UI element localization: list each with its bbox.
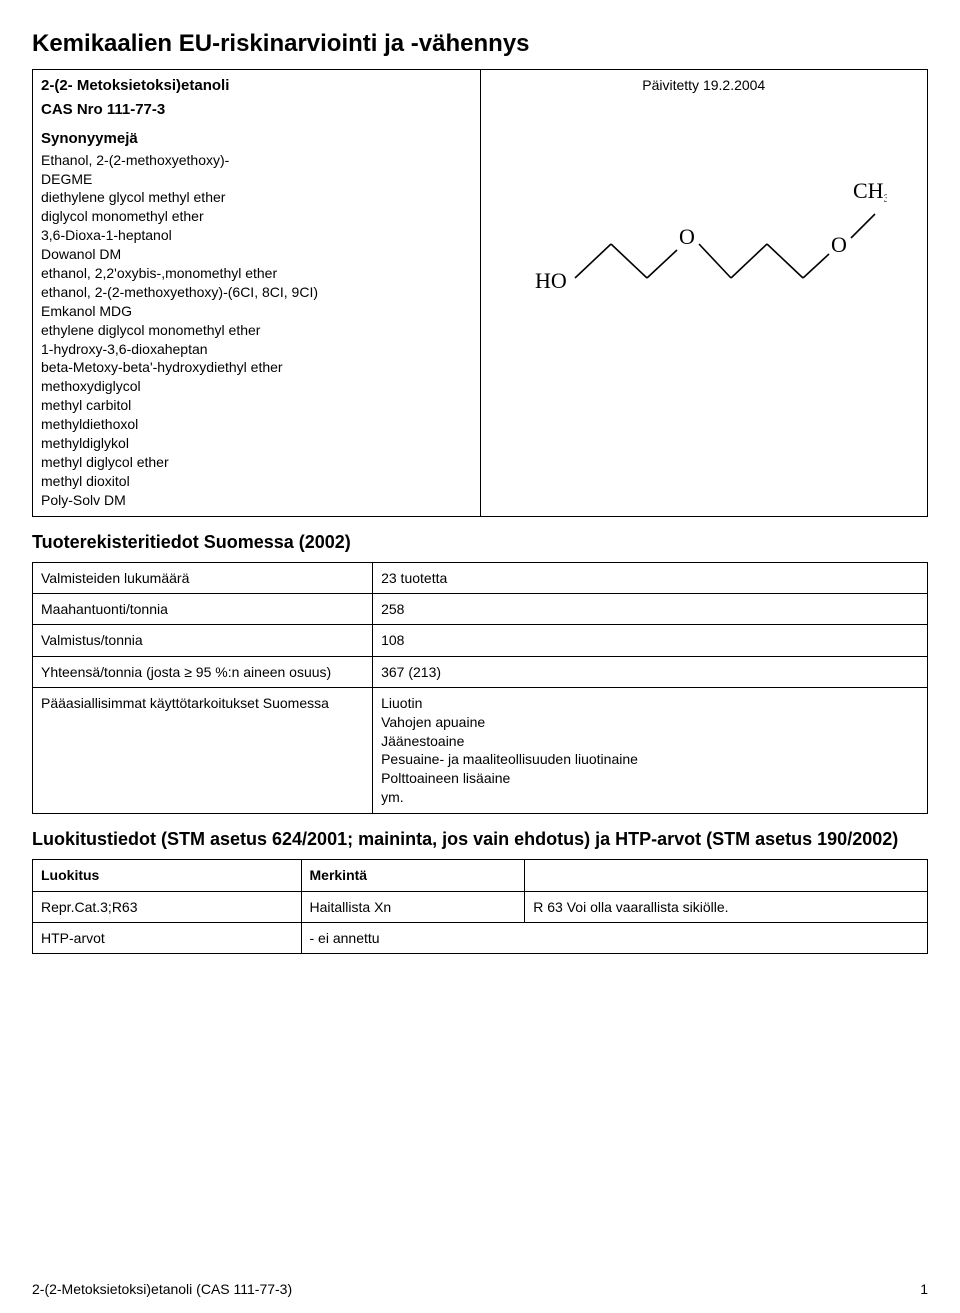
svg-text:O: O bbox=[831, 232, 847, 257]
synonym-item: Emkanol MDG bbox=[41, 302, 472, 321]
row-value: 23 tuotetta bbox=[373, 563, 928, 594]
synonym-item: diglycol monomethyl ether bbox=[41, 207, 472, 226]
synonyms-list: Ethanol, 2-(2-methoxyethoxy)-DEGMEdiethy… bbox=[41, 151, 472, 510]
synonym-item: ethylene diglycol monomethyl ether bbox=[41, 321, 472, 340]
svg-text:CH3: CH3 bbox=[853, 178, 887, 205]
classification-cell: Repr.Cat.3;R63 bbox=[33, 891, 302, 922]
cas-number: CAS Nro 111-77-3 bbox=[41, 100, 472, 120]
use-line: Pesuaine- ja maaliteollisuuden liuotinai… bbox=[381, 750, 919, 769]
col-header: Merkintä bbox=[301, 860, 525, 891]
synonym-item: diethylene glycol methyl ether bbox=[41, 188, 472, 207]
use-line: ym. bbox=[381, 788, 919, 807]
synonym-item: methyl diglycol ether bbox=[41, 453, 472, 472]
row-label: Valmistus/tonnia bbox=[33, 625, 373, 656]
synonym-item: ethanol, 2,2'oxybis-,monomethyl ether bbox=[41, 264, 472, 283]
synonym-item: methyl carbitol bbox=[41, 396, 472, 415]
marking-cell: Haitallista Xn bbox=[301, 891, 525, 922]
section3-table: Luokitus Merkintä Repr.Cat.3;R63 Haitall… bbox=[32, 859, 928, 954]
row-value: 367 (213) bbox=[373, 656, 928, 687]
updated-date: Päivitetty 19.2.2004 bbox=[489, 76, 920, 94]
uses-value: LiuotinVahojen apuaineJäänestoainePesuai… bbox=[373, 687, 928, 813]
molecule-structure: HO O O CH3 bbox=[489, 94, 920, 284]
synonym-item: Poly-Solv DM bbox=[41, 491, 472, 510]
footer-left: 2-(2-Metoksietoksi)etanoli (CAS 111-77-3… bbox=[32, 1280, 292, 1298]
row-label: Valmisteiden lukumäärä bbox=[33, 563, 373, 594]
section2-table: Valmisteiden lukumäärä 23 tuotetta Maaha… bbox=[32, 562, 928, 814]
section3-title: Luokitustiedot (STM asetus 624/2001; mai… bbox=[32, 828, 928, 851]
synonyms-heading: Synonyymejä bbox=[41, 129, 472, 149]
row-label: Maahantuonti/tonnia bbox=[33, 594, 373, 625]
section2-title: Tuoterekisteritiedot Suomessa (2002) bbox=[32, 531, 928, 554]
use-line: Vahojen apuaine bbox=[381, 713, 919, 732]
synonym-item: ethanol, 2-(2-methoxyethoxy)-(6CI, 8CI, … bbox=[41, 283, 472, 302]
svg-text:HO: HO bbox=[535, 268, 567, 293]
compound-name: 2-(2- Metoksietoksi)etanoli bbox=[41, 76, 472, 96]
marking-cell: - ei annettu bbox=[301, 922, 928, 953]
classification-cell: HTP-arvot bbox=[33, 922, 302, 953]
synonym-item: beta-Metoxy-beta'-hydroxydiethyl ether bbox=[41, 358, 472, 377]
row-value: 258 bbox=[373, 594, 928, 625]
synonym-item: methyldiethoxol bbox=[41, 415, 472, 434]
synonym-item: 1-hydroxy-3,6-dioxaheptan bbox=[41, 340, 472, 359]
synonym-item: Dowanol DM bbox=[41, 245, 472, 264]
use-line: Polttoaineen lisäaine bbox=[381, 769, 919, 788]
footer-page-number: 1 bbox=[920, 1280, 928, 1298]
use-line: Jäänestoaine bbox=[381, 732, 919, 751]
col-header: Luokitus bbox=[33, 860, 302, 891]
header-box: 2-(2- Metoksietoksi)etanoli CAS Nro 111-… bbox=[32, 69, 928, 516]
synonym-item: DEGME bbox=[41, 170, 472, 189]
phrase-cell: R 63 Voi olla vaarallista sikiölle. bbox=[525, 891, 928, 922]
synonym-item: Ethanol, 2-(2-methoxyethoxy)- bbox=[41, 151, 472, 170]
row-value: 108 bbox=[373, 625, 928, 656]
col-header bbox=[525, 860, 928, 891]
row-label: Yhteensä/tonnia (josta ≥ 95 %:n aineen o… bbox=[33, 656, 373, 687]
synonym-item: 3,6-Dioxa-1-heptanol bbox=[41, 226, 472, 245]
synonym-item: methoxydiglycol bbox=[41, 377, 472, 396]
uses-label: Pääasiallisimmat käyttötarkoitukset Suom… bbox=[33, 687, 373, 813]
synonym-item: methyldiglykol bbox=[41, 434, 472, 453]
svg-text:O: O bbox=[679, 224, 695, 249]
page-title: Kemikaalien EU-riskinarviointi ja -vähen… bbox=[32, 28, 928, 59]
synonym-item: methyl dioxitol bbox=[41, 472, 472, 491]
use-line: Liuotin bbox=[381, 694, 919, 713]
